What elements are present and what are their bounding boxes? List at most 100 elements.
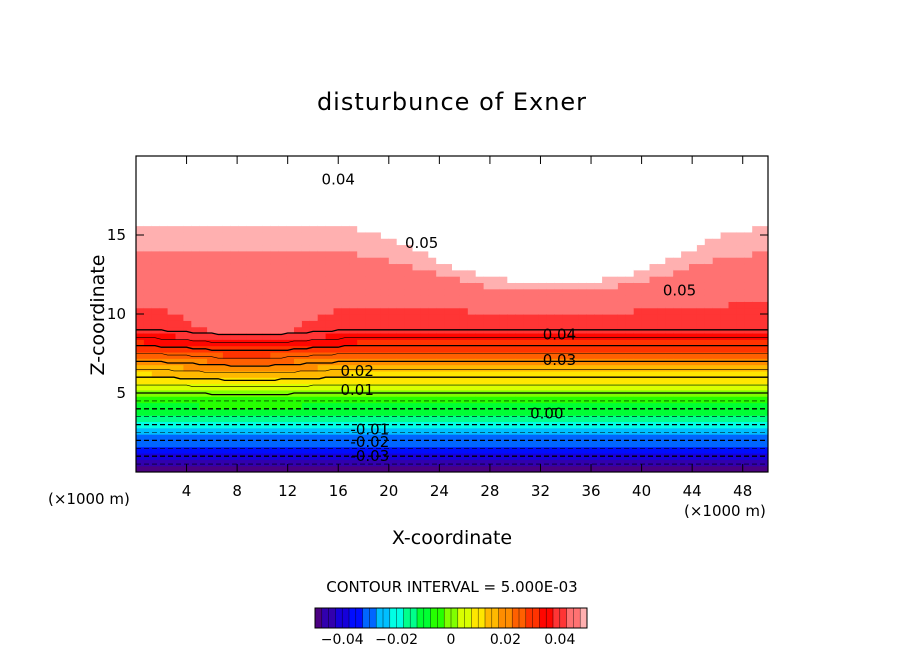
field-cell [649,238,658,246]
field-cell [538,370,548,378]
field-cell [191,282,200,290]
field-cell [617,168,627,176]
field-cell [436,288,445,296]
field-cell [523,238,532,246]
field-cell [388,238,398,246]
field-cell [562,427,572,435]
field-cell [736,244,745,252]
field-cell [459,396,469,404]
field-cell [617,244,627,252]
field-cell [167,345,177,353]
field-cell [531,453,540,460]
field-cell [696,212,706,220]
field-cell [649,408,658,416]
field-cell [665,415,674,423]
contour-label: 0.04 [322,171,355,189]
field-cell [412,320,421,328]
field-cell [262,326,271,334]
field-cell [365,402,374,410]
field-cell [452,396,461,404]
field-cell [444,295,453,302]
field-cell [436,396,445,404]
field-cell [278,263,287,271]
field-cell [357,162,366,170]
field-cell [230,415,240,423]
field-cell [436,162,445,170]
field-cell [665,314,674,321]
field-cell [475,465,485,472]
field-cell [673,219,682,227]
field-cell [649,257,658,265]
field-cell [159,193,169,201]
field-cell [238,257,248,265]
field-cell [657,200,666,208]
field-cell [712,200,722,208]
field-cell [246,181,256,189]
field-cell [657,339,666,347]
field-cell [736,231,745,239]
field-cell [531,282,540,290]
field-cell [452,364,461,372]
field-cell [546,162,556,170]
field-cell [388,295,398,302]
field-cell [199,238,208,246]
field-cell [357,446,366,454]
field-cell [365,351,374,359]
field-cell [594,459,603,467]
field-cell [625,320,635,328]
field-cell [222,370,232,378]
field-cell [523,370,532,378]
field-cell [475,370,485,378]
field-cell [570,301,579,309]
field-cell [610,421,619,429]
field-cell [396,193,406,201]
colorbar-swatch [485,608,493,628]
field-cell [728,383,737,391]
field-cell [333,339,342,347]
field-cell [349,332,358,340]
colorbar-swatch [519,608,527,628]
field-cell [602,446,611,454]
field-cell [459,345,469,353]
field-cell [507,269,516,277]
field-cell [523,244,532,252]
field-cell [286,364,295,372]
field-cell [507,206,516,214]
field-cell [444,282,453,290]
field-cell [143,314,153,321]
field-cell [736,408,745,416]
field-cell [704,212,714,220]
field-cell [610,263,619,271]
field-cell [325,238,335,246]
field-cell [262,351,271,359]
field-cell [175,370,184,378]
field-cell [286,174,295,182]
field-cell [230,187,240,195]
field-cell [712,446,722,454]
field-cell [562,446,572,454]
field-cell [207,320,216,328]
field-cell [696,408,706,416]
field-cell [365,156,374,163]
field-cell [491,440,500,448]
field-cell [562,421,572,429]
field-cell [246,168,256,176]
field-cell [357,206,366,214]
field-cell [404,219,414,227]
field-cell [309,358,319,366]
field-cell [602,332,611,340]
field-cell [657,225,666,233]
field-cell [531,396,540,404]
field-cell [325,250,335,258]
field-cell [704,263,714,271]
field-cell [657,219,666,227]
field-cell [333,301,342,309]
field-cell [404,434,414,441]
field-cell [515,231,524,239]
field-cell [744,440,753,448]
field-cell [665,225,674,233]
field-cell [380,440,390,448]
field-cell [602,244,611,252]
field-cell [507,162,516,170]
field-cell [610,427,619,435]
